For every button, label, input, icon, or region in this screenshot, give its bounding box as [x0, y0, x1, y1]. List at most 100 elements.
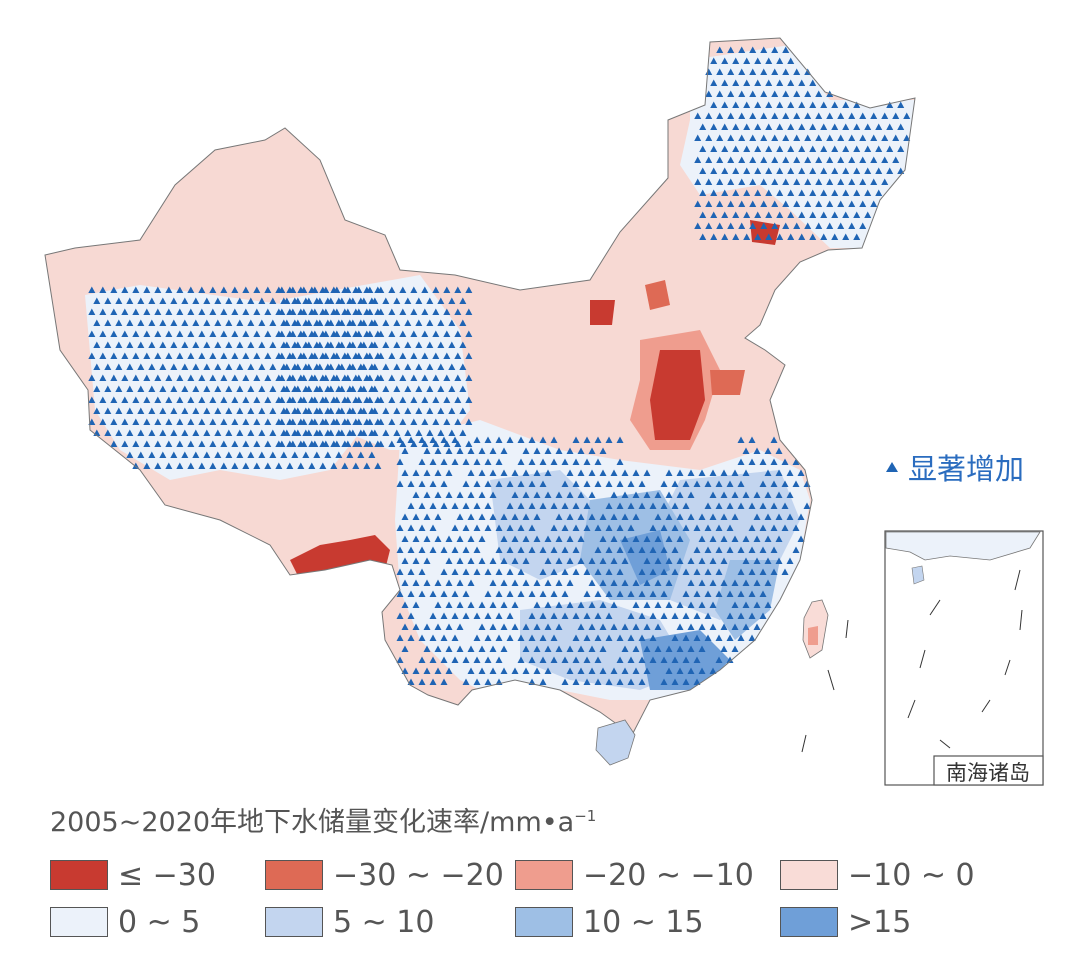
significance-marker [396, 612, 404, 619]
significance-marker [693, 590, 701, 597]
significance-marker [187, 330, 195, 337]
significance-marker [870, 134, 878, 141]
significance-marker [104, 429, 112, 436]
significance-marker [242, 418, 250, 425]
significance-marker [627, 480, 635, 487]
significance-marker [759, 546, 767, 553]
significance-marker [429, 656, 437, 663]
significance-marker [831, 189, 839, 196]
significance-marker [737, 568, 745, 575]
significance-marker [749, 90, 757, 97]
significance-marker [132, 330, 140, 337]
significance-marker [511, 491, 519, 498]
significance-marker [506, 634, 514, 641]
significance-marker [500, 623, 508, 630]
significance-marker [786, 469, 794, 476]
significance-marker [459, 385, 467, 392]
significance-marker [203, 385, 211, 392]
significance-marker [429, 546, 437, 553]
significance-marker [886, 167, 894, 174]
significance-marker [682, 480, 690, 487]
significance-marker [242, 374, 250, 381]
significance-marker [187, 308, 195, 315]
significance-marker [478, 491, 486, 498]
significance-marker [165, 396, 173, 403]
significance-marker [577, 667, 585, 674]
significance-marker [187, 286, 195, 293]
significance-marker [258, 451, 266, 458]
significance-marker [594, 568, 602, 575]
significance-marker [610, 491, 618, 498]
significance-marker [610, 557, 618, 564]
significance-marker [594, 634, 602, 641]
significance-marker [715, 656, 723, 663]
significance-marker [753, 447, 761, 454]
significance-marker [396, 656, 404, 663]
significance-marker [421, 352, 429, 359]
significance-marker [412, 513, 420, 520]
significance-marker [360, 319, 368, 326]
significance-marker [316, 407, 324, 414]
significance-marker [522, 645, 530, 652]
significance-marker [632, 601, 640, 608]
significance-marker [848, 112, 856, 119]
significance-marker [760, 222, 768, 229]
significance-marker [561, 612, 569, 619]
significance-marker [853, 211, 861, 218]
significance-marker [775, 557, 783, 564]
significance-marker [396, 546, 404, 553]
significance-marker [289, 396, 297, 403]
significance-marker [826, 200, 834, 207]
significance-marker [377, 418, 385, 425]
significance-marker [443, 308, 451, 315]
significance-marker [99, 374, 107, 381]
significance-marker [660, 480, 668, 487]
significance-marker [377, 374, 385, 381]
significance-marker [126, 297, 134, 304]
significance-marker [654, 557, 662, 564]
significance-marker [242, 396, 250, 403]
significance-marker [407, 524, 415, 531]
significance-marker [388, 330, 396, 337]
significance-marker [462, 458, 470, 465]
significance-marker [289, 374, 297, 381]
significance-marker [528, 656, 536, 663]
significance-marker [278, 396, 286, 403]
significance-marker [705, 156, 713, 163]
significance-marker [749, 134, 757, 141]
significance-marker [443, 352, 451, 359]
significance-marker [759, 524, 767, 531]
significance-marker [192, 429, 200, 436]
significance-marker [738, 68, 746, 75]
significance-marker [676, 623, 684, 630]
significance-marker [473, 458, 481, 465]
significance-marker [454, 396, 462, 403]
significance-marker [473, 502, 481, 509]
significance-marker [115, 341, 123, 348]
significance-marker [792, 546, 800, 553]
significance-marker [892, 112, 900, 119]
significance-marker [665, 579, 673, 586]
significance-marker [627, 546, 635, 553]
significance-marker [599, 601, 607, 608]
significance-marker [333, 308, 341, 315]
significance-marker [454, 352, 462, 359]
significance-marker [209, 440, 217, 447]
significance-marker [726, 590, 734, 597]
significance-marker [511, 623, 519, 630]
significance-marker [269, 319, 277, 326]
significance-marker [676, 513, 684, 520]
significance-marker [654, 535, 662, 542]
significance-marker [660, 656, 668, 663]
significance-marker [165, 418, 173, 425]
significance-marker [434, 513, 442, 520]
significance-marker [804, 134, 812, 141]
significance-marker [137, 451, 145, 458]
significance-marker [583, 458, 591, 465]
significance-marker [198, 286, 206, 293]
significance-marker [660, 612, 668, 619]
significance-marker [732, 211, 740, 218]
significance-marker [126, 429, 134, 436]
significance-marker [771, 222, 779, 229]
